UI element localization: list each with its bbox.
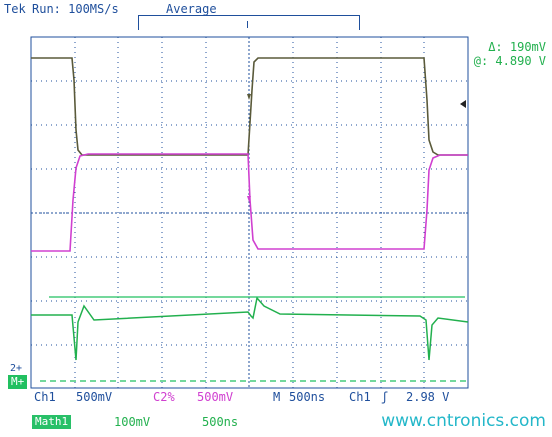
trigger-slope-icon: ʃ xyxy=(381,390,389,404)
ch1-label: Ch1 xyxy=(34,390,56,404)
watermark: www.cntronics.com xyxy=(381,411,546,431)
run-status: Run: 100MS/s xyxy=(32,2,119,16)
acquisition-tick xyxy=(247,21,248,28)
trigger-source: Ch1 xyxy=(349,390,371,404)
trigger-level: 2.98 V xyxy=(406,390,450,404)
cursor-delta-readout: Δ: 190mV xyxy=(488,40,546,54)
timebase-label: M xyxy=(273,390,281,404)
brand-logo: Tek xyxy=(4,2,26,16)
acquire-mode: Average xyxy=(166,2,217,16)
timebase-value: 500ns xyxy=(289,390,326,404)
ch2-reference-marker: 2+ xyxy=(10,363,23,374)
math-scale: 100mV xyxy=(114,415,151,429)
ch2-trigger-marker xyxy=(247,196,251,202)
trigger-position-marker xyxy=(247,94,251,100)
math-time: 500ns xyxy=(202,415,239,429)
cursor-at-readout: @: 4.890 V xyxy=(473,54,546,68)
ch2-label: C2% xyxy=(153,390,175,404)
ch1-trace xyxy=(31,57,468,156)
acquisition-bracket xyxy=(138,15,360,30)
ch2-scale: 500mV xyxy=(197,390,234,404)
math-label: Math1 xyxy=(32,415,72,429)
trigger-level-marker xyxy=(460,100,466,108)
ch2-trace xyxy=(31,153,468,252)
math-reference-marker: M+ xyxy=(8,375,28,389)
math-trace xyxy=(31,296,469,361)
ch1-scale: 500mV xyxy=(76,390,113,404)
